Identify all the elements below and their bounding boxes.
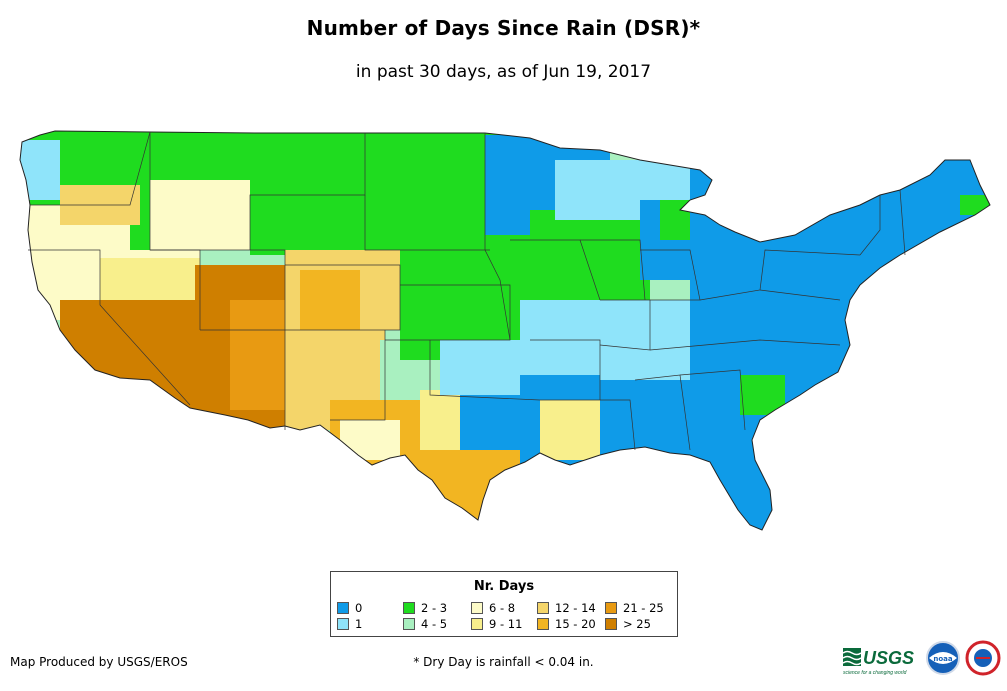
legend-item-3: 4 - 5: [403, 618, 447, 630]
legend-swatch: [337, 618, 349, 630]
legend-label: > 25: [623, 617, 651, 631]
legend-label: 2 - 3: [421, 601, 448, 615]
legend-label: 12 - 14: [555, 601, 596, 615]
noaa-logo: noaa: [926, 641, 960, 675]
legend-item-7: 15 - 20: [537, 618, 596, 630]
legend-swatch: [403, 602, 415, 614]
state-borders: [28, 131, 906, 451]
map-credit: Map Produced by USGS/EROS: [10, 655, 188, 669]
usgs-text: USGS: [863, 648, 914, 668]
legend-swatch: [537, 618, 549, 630]
legend-item-6: 12 - 14: [537, 602, 596, 614]
legend-item-4: 6 - 8: [471, 602, 515, 614]
legend-item-9: > 25: [605, 618, 651, 630]
legend-swatch: [605, 602, 617, 614]
legend-swatch: [537, 602, 549, 614]
legend-label: 21 - 25: [623, 601, 664, 615]
usgs-tagline: science for a changing world: [843, 670, 907, 676]
us-outline: [19, 130, 991, 531]
map-subtitle: in past 30 days, as of Jun 19, 2017: [355, 62, 652, 82]
legend-item-2: 2 - 3: [403, 602, 447, 614]
footnote-text: * Dry Day is rainfall < 0.04 in.: [413, 655, 594, 669]
map-title: Number of Days Since Rain (DSR)*: [306, 16, 701, 40]
legend-swatch: [471, 602, 483, 614]
legend-item-1: 1: [337, 618, 362, 630]
legend-swatch: [403, 618, 415, 630]
legend-swatch: [337, 602, 349, 614]
legend-label: 1: [355, 617, 363, 631]
legend-label: 0: [355, 601, 363, 615]
usgs-logo: USGS science for a changing world: [842, 648, 914, 676]
legend-label: 9 - 11: [489, 617, 523, 631]
legend-label: 6 - 8: [489, 601, 516, 615]
legend-item-5: 9 - 11: [471, 618, 522, 630]
map-legend: Nr. Days 0 1 2 - 3 4 - 5 6 - 8 9 - 11 12…: [330, 571, 678, 637]
nws-logo: [965, 640, 1001, 676]
agency-logos: USGS science for a changing world noaa: [842, 638, 1003, 678]
dry-day-footnote: * Dry Day is rainfall < 0.04 in.: [0, 655, 1007, 669]
legend-swatch: [471, 618, 483, 630]
legend-title: Nr. Days: [473, 579, 535, 594]
logo-graphics: USGS science for a changing world noaa: [842, 640, 1001, 676]
legend-item-0: 0: [337, 602, 362, 614]
legend-label: 15 - 20: [555, 617, 596, 631]
noaa-text: noaa: [933, 655, 953, 663]
legend-label: 4 - 5: [421, 617, 448, 631]
legend-swatch: [605, 618, 617, 630]
legend-item-8: 21 - 25: [605, 602, 664, 614]
